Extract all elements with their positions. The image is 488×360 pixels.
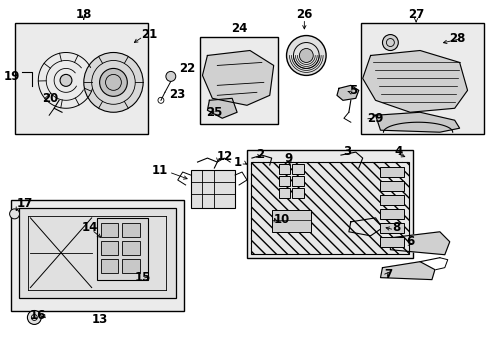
Polygon shape [389,232,449,255]
Bar [379,167,404,177]
Bar [11,200,183,311]
Bar [101,241,118,255]
Polygon shape [207,98,237,118]
Bar [379,195,404,205]
Text: 21: 21 [141,28,157,41]
Text: 28: 28 [448,32,465,45]
Polygon shape [362,50,467,112]
Text: 14: 14 [81,221,98,234]
Text: 11: 11 [151,163,167,176]
Polygon shape [336,85,358,100]
Circle shape [100,68,127,96]
Bar [379,223,404,233]
Bar [122,241,140,255]
Text: 15: 15 [135,271,151,284]
Text: 26: 26 [296,8,312,21]
Bar [122,259,140,273]
Bar [101,259,118,273]
Bar [101,223,118,237]
Bar [292,176,304,186]
Text: 3: 3 [342,145,350,158]
Bar [250,162,408,254]
Text: 9: 9 [284,152,292,165]
Circle shape [83,53,143,112]
Polygon shape [348,218,382,236]
Text: 20: 20 [42,92,59,105]
Text: 12: 12 [216,150,232,163]
Text: 25: 25 [206,106,223,119]
Circle shape [382,35,398,50]
Bar [97,218,148,280]
Circle shape [299,49,313,62]
Text: 2: 2 [255,148,264,161]
Bar [379,181,404,191]
Bar [278,164,290,174]
Text: 7: 7 [384,268,392,281]
Bar [271,210,311,232]
Text: 6: 6 [406,235,414,248]
Circle shape [286,36,325,75]
Bar [379,237,404,247]
Bar [19,208,175,298]
Bar [246,150,412,258]
Polygon shape [202,50,273,105]
Text: 18: 18 [76,8,92,21]
Text: 10: 10 [273,213,289,226]
Bar [278,188,290,198]
Text: 1: 1 [233,156,242,168]
Text: 23: 23 [168,88,185,101]
Bar [122,223,140,237]
Bar [360,23,483,134]
Text: 17: 17 [17,197,33,210]
Bar [292,164,304,174]
Text: 16: 16 [30,309,46,322]
Circle shape [27,310,41,324]
Text: 22: 22 [179,62,195,75]
Text: 5: 5 [348,84,356,97]
Text: 8: 8 [391,221,400,234]
Text: 19: 19 [4,70,20,83]
Text: 29: 29 [366,112,382,125]
Bar [200,37,277,124]
Polygon shape [375,112,459,132]
Text: 27: 27 [407,8,424,21]
Bar [278,176,290,186]
Text: 13: 13 [91,313,107,326]
Text: 4: 4 [393,145,402,158]
Circle shape [60,75,72,86]
Bar [190,170,235,208]
Bar [379,209,404,219]
Circle shape [10,209,20,219]
Bar [292,188,304,198]
Text: 24: 24 [230,22,247,35]
Polygon shape [380,262,434,280]
Bar [15,23,148,134]
Circle shape [165,71,175,81]
